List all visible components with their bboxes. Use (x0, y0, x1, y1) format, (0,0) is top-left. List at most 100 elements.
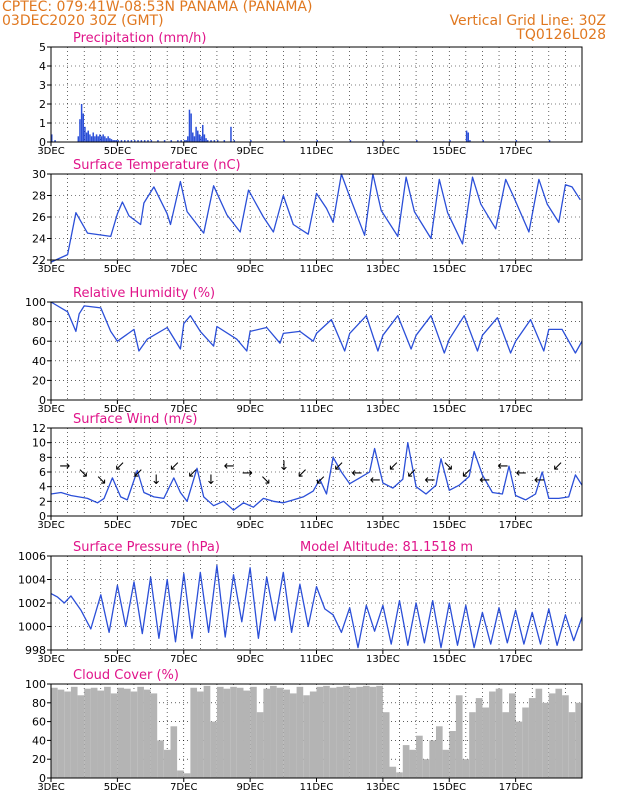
x-tick-label: 11DEC (300, 404, 334, 415)
series-line (50, 564, 583, 649)
x-tick-label: 17DEC (499, 264, 533, 275)
precip-bar (192, 132, 194, 142)
precip-bar (223, 140, 226, 142)
cloud-cover-bar (442, 749, 450, 778)
x-tick-label: 9DEC (236, 404, 263, 415)
x-tick-label: 15DEC (432, 146, 466, 157)
x-tick-label: 3DEC (37, 146, 64, 157)
cloud-cover-bar (143, 689, 151, 778)
panel-title: Precipitation (mm/h) (73, 31, 206, 46)
x-tick-label: 15DEC (432, 520, 466, 531)
y-tick-label: 80 (32, 316, 46, 329)
cloud-cover-bar (323, 685, 330, 778)
panel-3: 0 24 6 810 12 → ↘ ↘ ↙ ↙ ↓ ↙ ↙ ↓ ← → ↘ ↓ ↙ ↙ ↙ ← ← ↙ ↙ ← ↘ ↙ ← ← ← ← ↙ 3DE… (32, 412, 583, 531)
x-tick-label: 11DEC (300, 782, 334, 793)
cloud-cover-bar (183, 773, 191, 778)
precip-bar (548, 140, 551, 142)
x-tick-label: 11DEC (300, 654, 334, 665)
panel-0: 0 1 2 3 4 5 3DEC 5DEC 7DEC 9DEC 11DEC 13DEC 15DEC 17D… (37, 31, 583, 157)
wind-arrow: ↓ (206, 473, 217, 488)
y-tick-label: 60 (32, 335, 46, 348)
precip-bar (137, 140, 139, 142)
cloud-cover-bar (429, 740, 436, 778)
wind-arrow: ← (370, 473, 381, 488)
precip-bar (185, 140, 187, 142)
y-tick-label: 60 (32, 716, 46, 729)
series-line (50, 301, 583, 354)
precip-bar (382, 140, 385, 142)
y-tick-label: 8 (39, 451, 46, 464)
x-tick-label: 9DEC (236, 146, 263, 157)
wind-arrow: ↙ (333, 459, 344, 474)
precip-bar (250, 140, 252, 142)
precip-bar (79, 119, 81, 142)
precip-bar (197, 130, 199, 142)
cloud-cover-bar (84, 688, 91, 778)
precip-bar (202, 124, 204, 142)
precip-bar (469, 140, 471, 142)
precip-bar (89, 134, 91, 142)
wind-arrow: ↙ (388, 459, 399, 474)
precip-bar (213, 140, 216, 142)
cloud-cover-bar (276, 687, 284, 778)
precip-bar (416, 140, 418, 142)
precip-bar (130, 140, 133, 142)
cloud-cover-bar (562, 695, 569, 778)
cloud-cover-bar (489, 691, 496, 778)
cloud-cover-bar (243, 690, 251, 778)
x-tick-label: 7DEC (170, 782, 197, 793)
cloud-cover-bar (250, 686, 257, 778)
cloud-cover-bar (402, 745, 410, 778)
precip-bar (150, 140, 153, 142)
cloud-cover-bar (263, 688, 271, 778)
x-tick-label: 13DEC (366, 404, 400, 415)
cloud-cover-bar (97, 690, 105, 778)
x-tick-label: 5DEC (104, 264, 131, 275)
precip-bar (198, 134, 201, 142)
precip-bar (95, 134, 98, 142)
cloud-cover-bar (343, 685, 350, 778)
precip-bar (170, 140, 172, 142)
cloud-cover-bar (356, 686, 363, 778)
y-tick-label: 2 (39, 495, 46, 508)
cloud-cover-bar (462, 759, 470, 778)
panel-title: Surface Pressure (hPa) (73, 540, 220, 555)
precip-bar (233, 140, 236, 142)
panel-5: 0 20 40 60 80 100 3DEC 5DEC 7DEC 9DEC 11DEC 13DEC 15… (25, 668, 583, 793)
precip-bar (147, 140, 149, 142)
precip-bar (127, 140, 129, 142)
cloud-cover-bar (64, 691, 71, 778)
cloud-cover-bar (449, 731, 456, 778)
x-tick-label: 7DEC (170, 404, 197, 415)
precip-bar (120, 140, 123, 142)
wind-arrow: ↘ (443, 459, 454, 474)
wind-arrow: ↙ (187, 466, 198, 481)
precip-bar (349, 140, 352, 142)
x-tick-label: 11DEC (300, 146, 334, 157)
wind-arrow: ↓ (151, 473, 162, 488)
wind-arrow: ↘ (260, 473, 271, 488)
precip-bar (51, 134, 53, 142)
cloud-cover-bar (90, 687, 98, 778)
cloud-cover-bar (548, 693, 556, 778)
wind-arrow: ↙ (169, 459, 180, 474)
y-tick-label: 0 (39, 136, 46, 149)
cloud-cover-bar (522, 707, 529, 778)
y-tick-label: 10 (32, 437, 46, 450)
cloud-cover-bar (329, 687, 337, 778)
cloud-cover-bar (150, 693, 158, 778)
y-tick-label: 4 (39, 481, 46, 494)
x-tick-label: 3DEC (37, 404, 64, 415)
precip-bar (80, 104, 83, 142)
y-tick-label: 0 (39, 772, 46, 785)
cloud-cover-bar (435, 726, 443, 778)
y-tick-label: 6 (39, 466, 46, 479)
cloud-cover-bar (70, 686, 78, 778)
precip-bar (54, 140, 56, 142)
precip-bar (92, 132, 94, 142)
y-tick-label: 26 (32, 211, 46, 224)
cloud-cover-bar (210, 721, 217, 778)
y-tick-label: 0 (39, 394, 46, 407)
y-tick-label: 30 (32, 168, 46, 181)
wind-arrow: ↙ (461, 466, 472, 481)
